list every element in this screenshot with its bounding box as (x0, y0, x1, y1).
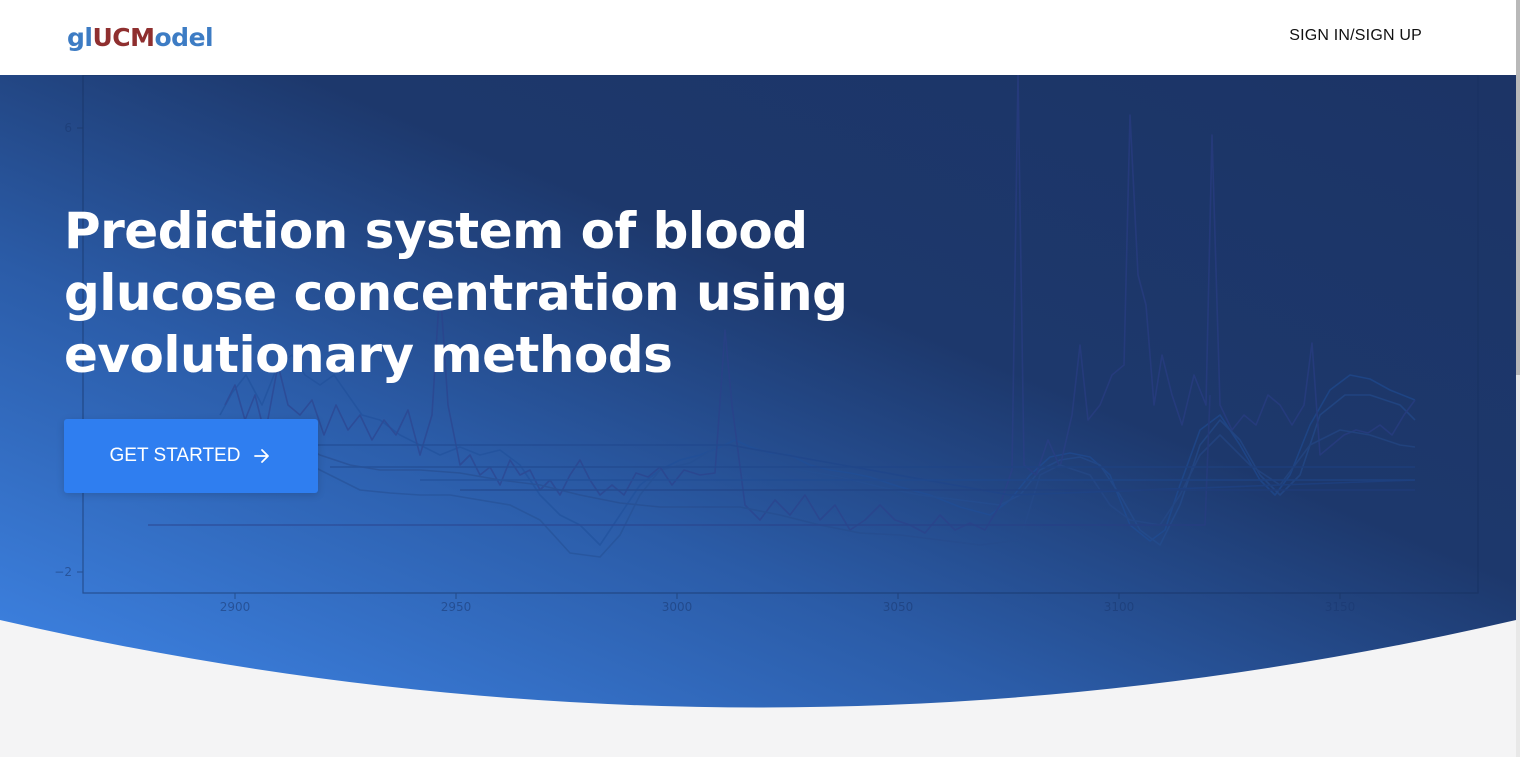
x-tick-label: 2950 (441, 600, 472, 614)
page-scrollbar[interactable] (1516, 0, 1520, 757)
x-tick-label: 3000 (662, 600, 693, 614)
plot-series-line (259, 394, 1416, 558)
plot-series-line (299, 429, 1416, 546)
x-tick-label: 2900 (220, 600, 251, 614)
scrollbar-thumb[interactable] (1516, 0, 1520, 375)
hero-headline: Prediction system of blood glucose conce… (64, 202, 848, 384)
logo-part-3: odel (154, 23, 214, 52)
get-started-button[interactable]: GET STARTED (64, 419, 318, 493)
arrow-right-icon (254, 449, 270, 463)
x-tick-label: 3050 (883, 600, 914, 614)
plot-frame (82, 75, 1479, 594)
top-navbar: glUCModel SIGN IN/SIGN UP (0, 0, 1516, 75)
background-plot: 6 −2 2900 2950 3000 3050 3100 3150 (54, 75, 1479, 614)
plot-series-line (219, 354, 1416, 546)
plot-series-line (148, 394, 1211, 526)
signin-signup-link[interactable]: SIGN IN/SIGN UP (1289, 27, 1422, 44)
hero-curved-shape (0, 75, 1516, 708)
x-tick-label: 3100 (1104, 600, 1135, 614)
plot-series-line (224, 75, 1416, 534)
x-tick-label: 3150 (1325, 600, 1356, 614)
y-tick-label: 6 (64, 121, 72, 135)
hero-section: 6 −2 2900 2950 3000 3050 3100 3150 (0, 75, 1516, 715)
plot-series-line (300, 444, 1416, 496)
get-started-label: GET STARTED (109, 445, 241, 466)
logo-part-2: UCM (92, 23, 155, 52)
logo-part-1: gl (67, 23, 93, 52)
hero-background: 6 −2 2900 2950 3000 3050 3100 3150 (0, 75, 1516, 708)
site-logo[interactable]: glUCModel (67, 22, 214, 54)
y-tick-label: −2 (54, 565, 72, 579)
